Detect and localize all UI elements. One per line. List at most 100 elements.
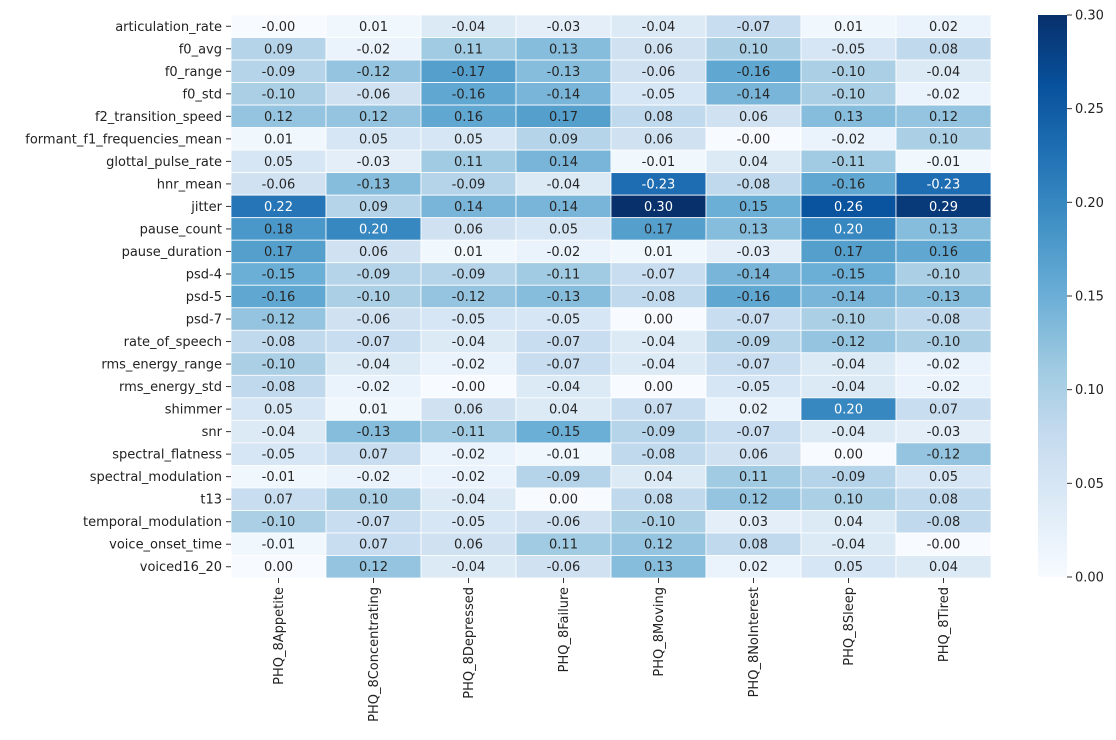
cell-value-label: 0.03	[739, 515, 768, 530]
colorbar-tick-label: 0.20	[1075, 196, 1104, 211]
cell-value-label: 0.11	[454, 155, 483, 170]
cell-value-label: -0.11	[547, 267, 581, 282]
cell-value-label: 0.06	[454, 403, 483, 418]
x-axis: PHQ_8Appetite PHQ_8Concentrating PHQ_8Depr…	[272, 578, 952, 722]
cell-value-label: 0.13	[644, 560, 673, 575]
cell-value-label: -0.14	[832, 290, 866, 305]
cell-value-label: 0.06	[739, 448, 768, 463]
cell-value-label: 0.16	[929, 245, 958, 260]
cell-value-label: -0.05	[832, 42, 866, 57]
y-tick-label: spectral_flatness	[112, 448, 222, 463]
cell-value-label: -0.06	[642, 65, 676, 80]
cell-value-label: 0.17	[834, 245, 863, 260]
cell-value-label: -0.07	[357, 335, 391, 350]
cell-value-label: -0.03	[547, 20, 581, 35]
cell-value-label: -0.09	[452, 267, 486, 282]
cell-value-label: -0.02	[357, 42, 391, 57]
cell-value-label: -0.16	[737, 290, 771, 305]
cell-value-label: 0.08	[929, 493, 958, 508]
cell-value-label: -0.00	[927, 538, 961, 553]
cell-value-label: -0.04	[452, 335, 486, 350]
cell-value-label: 0.00	[644, 380, 673, 395]
cell-value-label: 0.12	[264, 110, 293, 125]
cell-value-label: 0.26	[834, 200, 863, 215]
y-tick-label: temporal_modulation	[83, 515, 222, 530]
cell-value-label: -0.04	[927, 65, 961, 80]
cell-value-label: 0.10	[739, 42, 768, 57]
cell-value-label: -0.14	[737, 267, 771, 282]
cell-value-label: -0.07	[737, 425, 771, 440]
cell-value-label: -0.06	[357, 313, 391, 328]
x-tick-label: PHQ_8Appetite	[272, 587, 287, 685]
cell-value-label: 0.04	[929, 560, 958, 575]
y-tick-label: voiced16_20	[140, 560, 222, 575]
cell-value-label: -0.09	[832, 470, 866, 485]
cell-value-label: 0.17	[549, 110, 578, 125]
y-tick-label: snr	[202, 425, 223, 440]
cell-value-label: -0.01	[547, 448, 581, 463]
y-tick-label: f0_range	[165, 65, 222, 80]
cell-value-label: -0.15	[262, 267, 296, 282]
cell-value-label: 0.01	[359, 20, 388, 35]
cell-value-label: 0.30	[644, 200, 673, 215]
y-tick-label: pause_count	[140, 222, 222, 237]
cell-value-label: 0.06	[454, 538, 483, 553]
cell-value-label: -0.02	[357, 470, 391, 485]
cell-value-label: -0.04	[642, 20, 676, 35]
cell-value-label: 0.05	[264, 155, 293, 170]
cell-value-label: 0.12	[359, 110, 388, 125]
cell-value-label: -0.16	[832, 177, 866, 192]
cell-value-label: -0.04	[452, 560, 486, 575]
cell-value-label: 0.05	[834, 560, 863, 575]
cell-value-label: 0.06	[644, 42, 673, 57]
y-tick-label: hnr_mean	[157, 177, 222, 192]
cell-value-label: 0.02	[929, 20, 958, 35]
cell-value-label: -0.15	[832, 267, 866, 282]
cell-value-label: 0.04	[549, 403, 578, 418]
cell-value-label: 0.12	[929, 110, 958, 125]
cell-value-label: 0.08	[929, 42, 958, 57]
cell-value-label: -0.10	[262, 358, 296, 373]
cell-value-label: 0.11	[549, 538, 578, 553]
cell-value-label: -0.12	[357, 65, 391, 80]
cell-value-label: -0.09	[357, 267, 391, 282]
cell-value-label: -0.10	[927, 335, 961, 350]
cell-value-label: 0.05	[549, 222, 578, 237]
cell-value-label: -0.15	[547, 425, 581, 440]
y-tick-label: spectral_modulation	[90, 470, 222, 485]
cell-value-label: -0.00	[452, 380, 486, 395]
cell-value-label: 0.14	[454, 200, 483, 215]
cell-value-label: 0.05	[929, 470, 958, 485]
y-tick-label: voice_onset_time	[109, 538, 222, 553]
cell-value-label: 0.05	[359, 132, 388, 147]
y-tick-label: formant_f1_frequencies_mean	[25, 132, 222, 147]
cell-value-label: -0.10	[642, 515, 676, 530]
cell-value-label: -0.10	[832, 65, 866, 80]
cell-value-label: 0.06	[454, 222, 483, 237]
cell-value-label: -0.07	[642, 267, 676, 282]
cell-value-label: -0.05	[262, 448, 296, 463]
cell-value-label: 0.14	[549, 200, 578, 215]
y-tick-label: psd-4	[186, 267, 222, 282]
x-tick-label: PHQ_8Tired	[937, 587, 952, 662]
cell-value-label: 0.07	[644, 403, 673, 418]
cell-value-label: 0.10	[929, 132, 958, 147]
cell-value-label: 0.15	[739, 200, 768, 215]
cell-value-label: 0.13	[929, 222, 958, 237]
y-tick-label: f0_std	[183, 87, 222, 102]
cell-value-label: -0.06	[357, 87, 391, 102]
cell-value-label: 0.05	[454, 132, 483, 147]
cell-value-label: -0.16	[737, 65, 771, 80]
cell-value-label: -0.05	[737, 380, 771, 395]
cell-value-label: -0.03	[357, 155, 391, 170]
y-tick-label: t13	[200, 493, 222, 508]
cell-value-label: 0.11	[739, 470, 768, 485]
y-tick-label: psd-7	[186, 313, 222, 328]
cell-value-label: -0.05	[452, 515, 486, 530]
x-tick-label: PHQ_8Moving	[652, 587, 667, 677]
cell-value-label: 0.02	[739, 560, 768, 575]
cell-value-label: -0.10	[927, 267, 961, 282]
cell-value-label: 0.07	[359, 538, 388, 553]
cell-value-label: -0.07	[737, 20, 771, 35]
cell-value-label: -0.01	[262, 470, 296, 485]
